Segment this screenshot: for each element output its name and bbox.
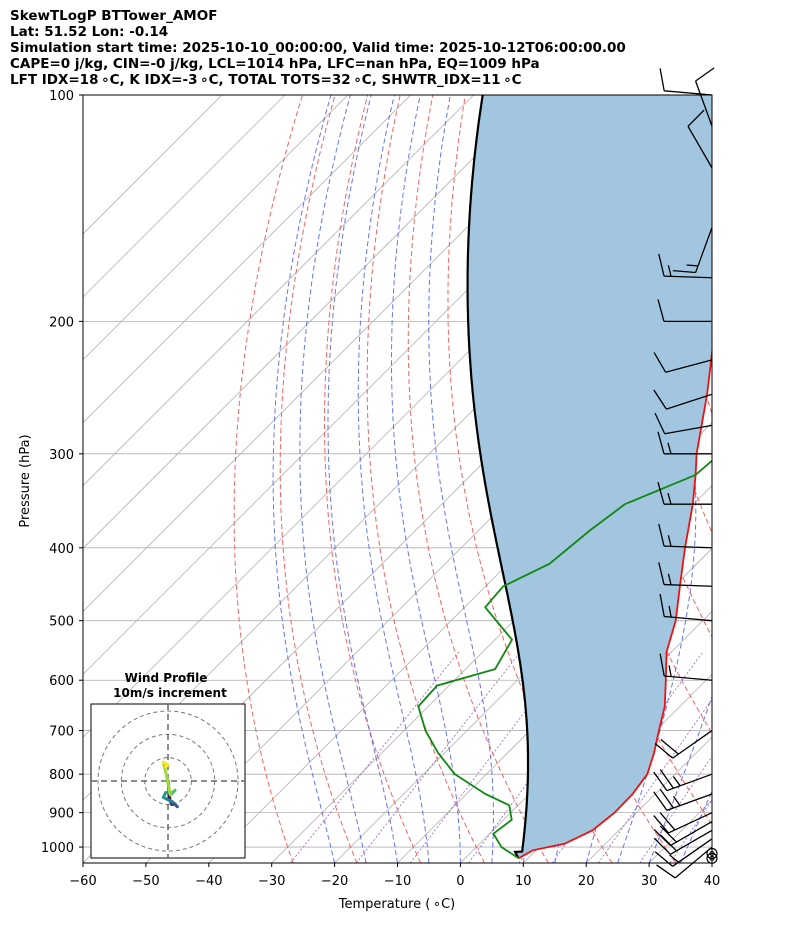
x-tick-label: 20 xyxy=(578,874,595,889)
isotherm-line xyxy=(83,95,286,298)
x-tick-label: −20 xyxy=(321,874,348,889)
x-tick-label: 40 xyxy=(704,874,721,889)
wind-barb xyxy=(694,67,715,127)
mixing-ratio-line xyxy=(639,755,712,863)
isotherm-line xyxy=(397,547,712,863)
wind-barbs xyxy=(653,67,718,879)
wind-barb xyxy=(653,821,713,847)
calm-wind-marker xyxy=(709,851,715,857)
dry-adiabat xyxy=(233,95,303,863)
dry-adiabat xyxy=(324,95,422,863)
moist-adiabat xyxy=(357,95,430,863)
mixing-ratio-line xyxy=(355,651,521,863)
wind-barb xyxy=(659,593,713,622)
wind-barb xyxy=(659,653,713,681)
x-tick-label: 30 xyxy=(641,874,658,889)
isotherm-line xyxy=(83,95,474,487)
hodograph-subtitle: 10m/s increment xyxy=(113,686,227,700)
hodograph-ring xyxy=(97,710,239,852)
isotherm-line xyxy=(83,95,537,550)
y-tick-label: 300 xyxy=(49,448,74,463)
temperature-line xyxy=(518,345,712,860)
mixing-ratio-line xyxy=(410,651,572,863)
calm-wind-marker xyxy=(706,847,718,860)
isotherm-line xyxy=(83,95,411,424)
wind-barb xyxy=(657,299,712,323)
station-title: SkewTLogP BTTower_AMOF xyxy=(10,8,218,24)
dry-adiabat xyxy=(407,95,549,863)
moist-adiabat xyxy=(680,789,712,863)
wind-barb xyxy=(653,352,713,373)
dry-adiabat xyxy=(279,95,358,863)
y-axis-title: Pressure (hPa) xyxy=(18,434,33,527)
y-tick-label: 500 xyxy=(49,615,74,630)
x-tick-label: 10 xyxy=(515,874,532,889)
mixing-ratio-line xyxy=(598,698,712,863)
wind-barb xyxy=(654,730,713,759)
wind-barb xyxy=(653,812,713,834)
y-tick-label: 200 xyxy=(49,315,74,330)
hodograph-segment xyxy=(164,770,172,797)
isotherm-line xyxy=(83,95,223,235)
moist-adiabat xyxy=(391,95,461,863)
dry-adiabat xyxy=(726,95,794,863)
x-tick-label: 0 xyxy=(456,874,464,889)
dewpoint-line xyxy=(417,459,712,860)
location-line: Lat: 51.52 Lon: -0.14 xyxy=(10,24,169,40)
moist-adiabat xyxy=(617,95,697,863)
dry-adiabat xyxy=(660,95,712,416)
hodograph-title: Wind Profile xyxy=(125,671,208,685)
wind-barb xyxy=(657,482,712,505)
x-tick-label: −30 xyxy=(258,874,285,889)
y-tick-label: 100 xyxy=(49,89,74,104)
y-tick-label: 800 xyxy=(49,768,74,783)
calm-wind-marker xyxy=(706,852,718,864)
wind-barb xyxy=(672,227,713,274)
dry-adiabat xyxy=(447,95,613,863)
cin-shading xyxy=(467,95,712,859)
chart-header: SkewTLogP BTTower_AMOF Lat: 51.52 Lon: -… xyxy=(10,8,626,88)
moist-adiabat xyxy=(327,95,398,863)
y-tick-label: 400 xyxy=(49,542,74,557)
cape-fill-area xyxy=(467,95,712,859)
x-tick-label: −50 xyxy=(132,874,159,889)
wind-barb xyxy=(659,68,713,96)
wind-barb xyxy=(658,562,713,587)
cape-line: CAPE=0 j/kg, CIN=-0 j/kg, LCL=1014 hPa, … xyxy=(10,56,540,72)
x-tick-label: −40 xyxy=(195,874,222,889)
wind-barb xyxy=(657,431,712,455)
wind-barb xyxy=(654,412,713,435)
parcel-profile-line xyxy=(466,95,530,859)
hodograph-segment xyxy=(164,763,170,769)
y-tick-label: 1000 xyxy=(41,841,74,856)
profiles xyxy=(417,95,712,860)
isotherm-line xyxy=(711,862,712,863)
x-axis-title: Temperature ( ∘C) xyxy=(338,897,455,912)
time-line: Simulation start time: 2025-10-10_00:00:… xyxy=(10,40,626,56)
axes: −60 −50 −40 −30 −20 −10 0 10 20 30 40 100 200 300 400 5… xyxy=(41,89,720,889)
moist-adiabat xyxy=(272,95,336,863)
wind-barb xyxy=(653,389,713,410)
isotherm-line xyxy=(334,485,712,863)
mixing-ratio-line xyxy=(290,651,460,863)
y-tick-label: 600 xyxy=(49,674,74,689)
indices-line: LFT IDX=18 ∘C, K IDX=-3 ∘C, TOTAL TOTS=3… xyxy=(10,72,522,88)
wind-barb xyxy=(653,789,713,812)
x-tick-label: −60 xyxy=(69,874,96,889)
isotherm-line xyxy=(83,95,349,361)
wind-barb xyxy=(654,838,713,867)
wind-barb xyxy=(658,253,713,279)
moist-adiabat xyxy=(299,95,367,863)
y-tick-label: 700 xyxy=(49,725,74,740)
wind-barb xyxy=(656,846,713,879)
wind-barb xyxy=(687,109,713,169)
wind-barb xyxy=(658,523,713,549)
y-tick-label: 900 xyxy=(49,807,74,822)
dry-adiabat xyxy=(366,95,485,863)
x-tick-label: −10 xyxy=(384,874,411,889)
wind-barb xyxy=(653,769,713,792)
